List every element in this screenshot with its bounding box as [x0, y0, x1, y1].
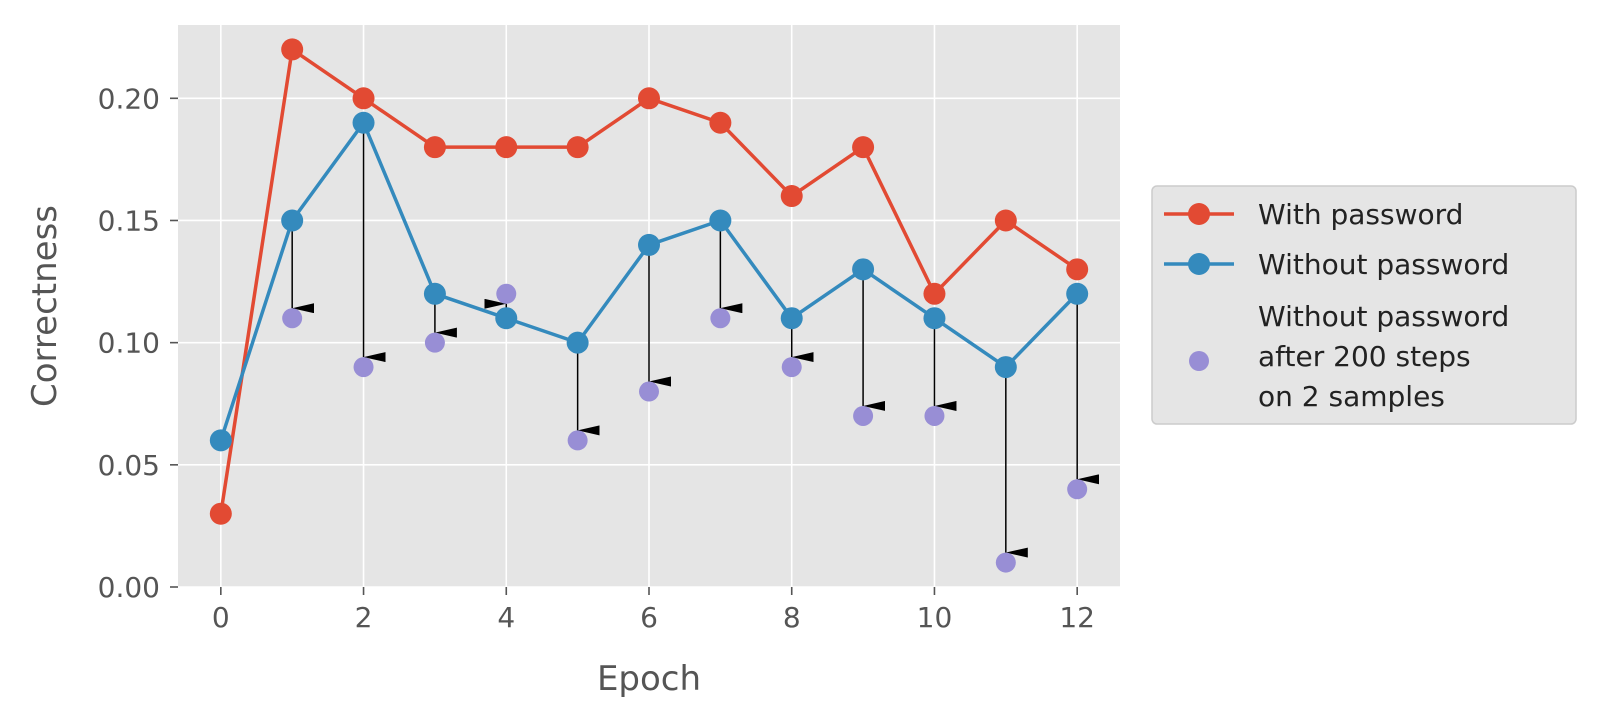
data-point-with-password	[638, 87, 660, 110]
x-tick-label: 10	[917, 601, 953, 634]
legend-label-without-password: Without password	[1258, 248, 1509, 281]
y-tick-label: 0.20	[98, 82, 160, 115]
data-point-with-password	[709, 111, 732, 134]
data-point-with-password	[1066, 258, 1089, 281]
data-point-without-password	[1066, 282, 1089, 305]
scatter-point-after-200-steps	[639, 381, 659, 402]
data-point-without-password	[780, 307, 803, 330]
y-tick-label: 0.05	[98, 449, 160, 482]
legend-marker-with-password	[1188, 203, 1210, 225]
data-point-without-password	[923, 307, 946, 330]
data-point-without-password	[638, 233, 660, 256]
data-point-with-password	[281, 38, 304, 61]
x-tick-label: 12	[1059, 601, 1095, 634]
scatter-point-after-200-steps	[853, 405, 874, 426]
scatter-point-after-200-steps	[1067, 479, 1088, 500]
data-point-with-password	[852, 136, 875, 159]
x-tick-label: 2	[355, 601, 373, 634]
x-tick-label: 4	[497, 601, 515, 634]
legend-label-after-200-steps: Without password after 200 steps on 2 samp…	[1258, 300, 1509, 413]
legend-label-line: on 2 samples	[1258, 380, 1445, 413]
scatter-point-after-200-steps	[353, 357, 374, 378]
x-tick-label: 0	[212, 601, 230, 634]
scatter-point-after-200-steps	[496, 283, 517, 304]
scatter-point-after-200-steps	[710, 308, 731, 329]
legend-marker-without-password	[1188, 253, 1210, 275]
x-axis-label: Epoch	[597, 659, 701, 699]
y-tick-label: 0.10	[98, 327, 160, 360]
data-point-with-password	[209, 502, 232, 525]
data-point-without-password	[209, 429, 232, 452]
data-point-without-password	[709, 209, 732, 232]
series-layer	[209, 38, 1089, 573]
legend-label-with-password: With password	[1258, 198, 1463, 231]
data-point-with-password	[495, 136, 518, 159]
legend-label-line: after 200 steps	[1258, 340, 1471, 373]
drop-arrows	[291, 132, 1100, 558]
y-tick-label: 0.15	[98, 204, 160, 237]
data-point-with-password	[566, 136, 589, 159]
x-tick-label: 8	[783, 601, 801, 634]
scatter-point-after-200-steps	[781, 357, 802, 378]
data-point-without-password	[281, 209, 304, 232]
scatter-point-after-200-steps	[924, 405, 945, 426]
data-point-without-password	[495, 307, 518, 330]
data-point-with-password	[352, 87, 375, 110]
y-axis-label: Correctness	[25, 205, 65, 407]
scatter-point-after-200-steps	[995, 552, 1016, 573]
data-point-with-password	[923, 282, 946, 305]
data-point-without-password	[852, 258, 875, 281]
data-point-without-password	[423, 282, 446, 305]
data-point-without-password	[566, 331, 589, 354]
data-point-without-password	[994, 356, 1017, 379]
data-point-with-password	[423, 136, 446, 159]
y-tick-label: 0.00	[98, 571, 160, 604]
legend-box	[1151, 185, 1577, 425]
axes: 0 2 4 6 8 10 12 0.00 0.05 0.10 0.15 0.20	[98, 82, 1095, 634]
legend-marker-after-200-steps	[1189, 351, 1209, 371]
scatter-point-after-200-steps	[567, 430, 588, 451]
data-point-with-password	[780, 185, 803, 208]
legend-label-line: Without password	[1258, 300, 1509, 333]
x-tick-label: 6	[640, 601, 658, 634]
scatter-point-after-200-steps	[424, 332, 445, 353]
data-point-with-password	[994, 209, 1017, 232]
data-point-without-password	[352, 111, 375, 134]
scatter-point-after-200-steps	[282, 308, 303, 329]
